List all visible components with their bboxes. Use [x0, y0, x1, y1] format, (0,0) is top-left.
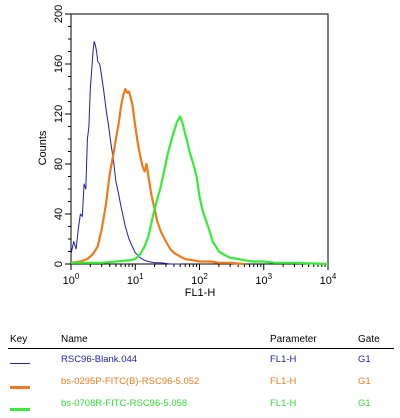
legend-swatch: [10, 386, 30, 389]
x-tick-label: 100: [63, 272, 80, 287]
legend-gate: G1: [358, 354, 371, 365]
legend-name: RSC96-Blank.044: [61, 354, 138, 365]
legend-row: bs-0295P-FITC(B)-RSC96-5.052 FL1-H G1: [8, 372, 394, 394]
y-tick-label: 80: [53, 158, 65, 170]
key-header: Key: [10, 334, 28, 345]
histogram-chart: 0 40 80 120 160 200 100 101 102 103 104 Counts FL…: [37, 5, 337, 299]
y-tick-label: 120: [53, 105, 65, 123]
legend-parameter: FL1-H: [270, 376, 297, 387]
legend-swatch: [10, 363, 30, 364]
legend-parameter: FL1-H: [270, 354, 297, 365]
x-tick-label: 104: [320, 272, 337, 287]
x-tick-label: 101: [127, 272, 144, 287]
y-tick-label: 160: [53, 55, 65, 73]
series-line: [70, 87, 245, 266]
x-tick-label: 102: [191, 272, 208, 287]
header-divider: [8, 348, 394, 349]
gate-header: Gate: [358, 334, 380, 345]
legend-name: bs-0708R-FITC-RSC96-5.058: [61, 398, 188, 409]
series-line: [71, 115, 329, 266]
legend-row: bs-0708R-FITC-RSC96-5.058 FL1-H G1: [8, 394, 394, 416]
legend-gate: G1: [358, 398, 371, 409]
plot-frame: [70, 13, 329, 265]
y-tick-label: 200: [53, 5, 65, 23]
parameter-header: Parameter: [270, 334, 317, 345]
series-layer: [70, 41, 329, 266]
legend-swatch: [10, 408, 30, 411]
series-line: [70, 41, 181, 265]
legend-gate: G1: [358, 376, 371, 387]
y-tick-label: 0: [53, 261, 65, 267]
x-tick-label: 103: [255, 272, 272, 287]
y-tick-label: 40: [53, 208, 65, 220]
x-axis-label: FL1-H: [185, 287, 216, 299]
y-axis: 0 40 80 120 160 200: [53, 5, 71, 267]
legend-row: RSC96-Blank.044 FL1-H G1: [8, 350, 394, 372]
name-header: Name: [61, 334, 88, 345]
x-axis: 100 101 102 103 104: [63, 264, 337, 287]
y-axis-label: Counts: [37, 130, 49, 165]
legend-parameter: FL1-H: [270, 398, 297, 409]
legend-name: bs-0295P-FITC(B)-RSC96-5.052: [61, 376, 200, 387]
